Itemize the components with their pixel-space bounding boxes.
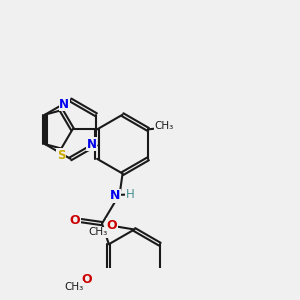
Text: N: N	[87, 138, 97, 151]
Text: CH₃: CH₃	[88, 227, 107, 237]
Text: CH₃: CH₃	[64, 282, 83, 292]
Text: O: O	[82, 273, 92, 286]
Text: N: N	[59, 98, 69, 111]
Text: H: H	[126, 188, 134, 201]
Text: N: N	[110, 189, 120, 202]
Text: CH₃: CH₃	[155, 122, 174, 131]
Text: S: S	[57, 148, 65, 161]
Text: O: O	[70, 214, 80, 226]
Text: O: O	[106, 219, 117, 232]
